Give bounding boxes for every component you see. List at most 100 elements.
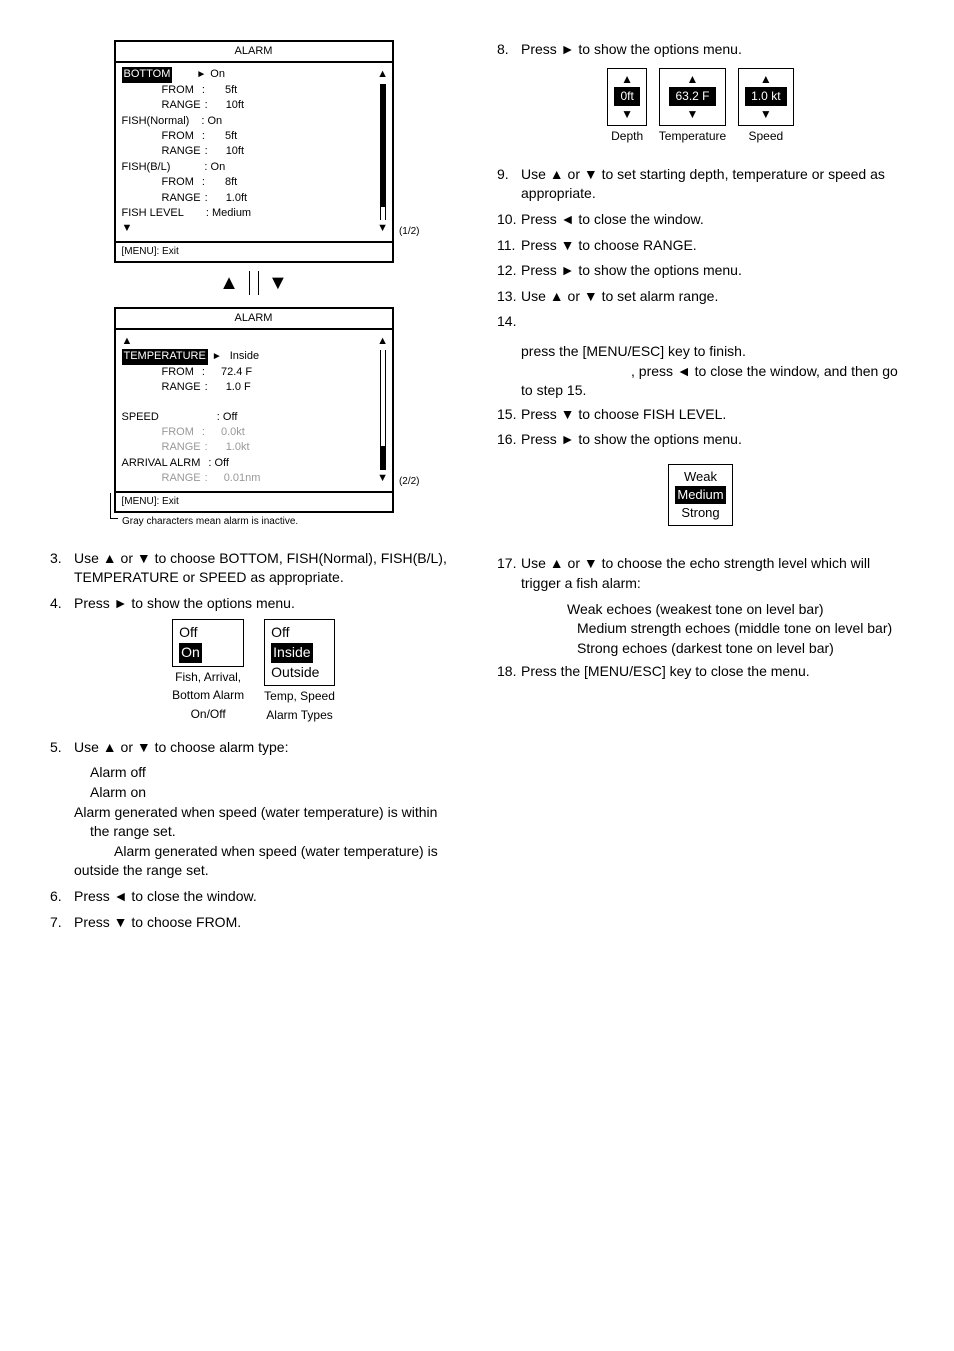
onoff-box: Off On	[172, 619, 244, 666]
up-arrow-icon-d: ▲	[614, 71, 639, 88]
step-11-text: Press ▼ to choose RANGE.	[521, 236, 904, 256]
temp-label: Temperature	[659, 128, 726, 145]
step-16-text: Press ► to show the options menu.	[521, 430, 904, 450]
temp-from-val: 72.4 F	[221, 365, 252, 380]
step-num-6: 6.	[50, 887, 74, 907]
fishn-range-val: 10ft	[226, 144, 244, 159]
step17-med: Medium strength echoes (middle tone on l…	[577, 620, 892, 636]
alarm-menu-1: ALARM BOTTOM►On FROM:5ft RANGE:10ft FISH…	[114, 40, 394, 263]
fish-normal-label: FISH(Normal)	[122, 114, 190, 129]
range-label-6: RANGE	[162, 471, 201, 486]
step-15-text: Press ▼ to choose FISH LEVEL.	[521, 405, 904, 425]
scroll-down-icon: ▼	[377, 221, 388, 236]
menu1-footer: [MENU]: Exit	[116, 241, 392, 261]
outside-option: Outside	[271, 663, 328, 683]
scrollbar-2: ▲ ▼	[378, 334, 388, 487]
step-7-text: Press ▼ to choose FROM.	[74, 913, 457, 933]
speed-box: ▲ 1.0 kt ▼	[738, 68, 793, 126]
down-arrow-icon-s: ▼	[745, 106, 786, 123]
menu1-title: ALARM	[116, 42, 392, 61]
down-arrow-icon-d: ▼	[614, 106, 639, 123]
range-label-3: RANGE	[162, 191, 201, 206]
from-label-4: FROM	[162, 365, 194, 380]
step-num-15: 15.	[497, 405, 521, 425]
scroll-up-icon: ▲	[377, 67, 388, 82]
bottom-status: On	[210, 67, 225, 82]
menu2-title: ALARM	[116, 309, 392, 328]
off-option: Off	[179, 623, 237, 643]
note-bracket-icon	[110, 493, 118, 519]
temp-range-val: 1.0 F	[226, 380, 251, 395]
temp-val: 63.2 F	[669, 87, 715, 106]
menu-transition-arrows: ▲ ▼	[50, 269, 457, 297]
step-18-text: Press the [MENU/ESC] key to close the me…	[521, 662, 904, 682]
from-label-2: FROM	[162, 129, 194, 144]
up-arrow-icon: ▲	[122, 334, 133, 349]
pointer-icon-2: ►	[212, 350, 222, 364]
bottom-label: BOTTOM	[122, 67, 173, 82]
scroll-down-icon-2: ▼	[377, 471, 388, 486]
from-label: FROM	[162, 83, 194, 98]
fishbl-range-val: 1.0ft	[226, 191, 247, 206]
depth-label: Depth	[607, 128, 646, 145]
fish-normal-status: : On	[201, 114, 222, 129]
range-label: RANGE	[162, 98, 201, 113]
gray-note: Gray characters mean alarm is inactive.	[122, 515, 298, 529]
step5-inside: Alarm generated when speed (water temper…	[50, 803, 457, 842]
down-arrow-icon: ▼	[122, 221, 133, 236]
step-8-text: Press ► to show the options menu.	[521, 40, 904, 60]
speed-status: : Off	[217, 410, 238, 425]
depth-box: ▲ 0ft ▼	[607, 68, 646, 126]
step-num-5: 5.	[50, 738, 74, 758]
strong-option: Strong	[675, 504, 725, 522]
from-label-5: FROM	[162, 425, 194, 440]
fish-bl-status: : On	[204, 160, 225, 175]
menu2-footer: [MENU]: Exit	[116, 491, 392, 511]
step-num-10: 10.	[497, 210, 521, 230]
step5-off: Alarm off	[50, 763, 457, 783]
depth-val: 0ft	[614, 87, 639, 106]
up-arrow-icon-t: ▲	[666, 71, 719, 88]
down-arrow-icon-t: ▼	[666, 106, 719, 123]
onoff-label-1: Fish, Arrival,	[172, 669, 244, 686]
step-num-7: 7.	[50, 913, 74, 933]
fishn-from-val: 5ft	[225, 129, 237, 144]
speed-range-val: 1.0kt	[226, 440, 250, 455]
step-num-11: 11.	[497, 236, 521, 256]
step17-strong: Strong echoes (darkest tone on level bar…	[577, 640, 834, 656]
step-num-13: 13.	[497, 287, 521, 307]
onoff-label-1b: Bottom Alarm	[172, 687, 244, 704]
inside-option: Inside	[271, 643, 312, 663]
step-num-16: 16.	[497, 430, 521, 450]
step-14b-text: , press ◄ to close the window, and then …	[521, 363, 898, 399]
page-indicator-2: (2/2)	[399, 475, 420, 489]
step-num-3: 3.	[50, 549, 74, 588]
arrival-status: : Off	[208, 456, 229, 471]
step-12-text: Press ► to show the options menu.	[521, 261, 904, 281]
step-num-4: 4.	[50, 594, 74, 614]
step17-weak: Weak echoes (weakest tone on level bar)	[567, 601, 824, 617]
step-num-12: 12.	[497, 261, 521, 281]
on-option: On	[179, 643, 202, 663]
step-4-text: Press ► to show the options menu.	[74, 594, 457, 614]
fish-level-status: : Medium	[206, 206, 251, 221]
fishbl-from-val: 8ft	[225, 175, 237, 190]
bottom-range-val: 10ft	[226, 98, 244, 113]
step-14a-text: press the [MENU/ESC] key to finish.	[497, 342, 904, 362]
range-label-5: RANGE	[162, 440, 201, 455]
step-5-text: Use ▲ or ▼ to choose alarm type:	[74, 738, 457, 758]
onoff-label-1c: On/Off	[172, 706, 244, 723]
speed-label: SPEED	[122, 410, 159, 425]
wms-box: Weak Medium Strong	[668, 464, 732, 527]
step-13-text: Use ▲ or ▼ to set alarm range.	[521, 287, 904, 307]
step5-on: Alarm on	[50, 783, 457, 803]
weak-option: Weak	[675, 468, 725, 486]
arrival-label: ARRIVAL ALRM	[122, 456, 201, 471]
step-17-text: Use ▲ or ▼ to choose the echo strength l…	[521, 554, 904, 593]
medium-option: Medium	[675, 486, 725, 504]
alarm-menu-2: ALARM ▲ TEMPERATURE►Inside FROM:72.4 F R…	[114, 307, 394, 513]
step-3-text: Use ▲ or ▼ to choose BOTTOM, FISH(Normal…	[74, 549, 457, 588]
scrollbar: ▲ ▼	[378, 67, 388, 236]
bottom-from-val: 5ft	[225, 83, 237, 98]
range-label-4: RANGE	[162, 380, 201, 395]
